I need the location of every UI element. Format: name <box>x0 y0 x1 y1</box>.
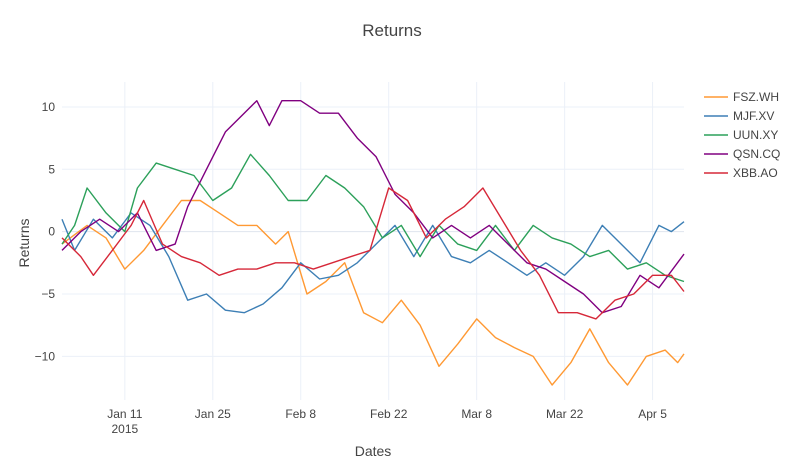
series-line-qsn-cq <box>61 100 685 314</box>
series-line-xbb-ao <box>61 187 685 320</box>
x-tick-label: Jan 25 <box>195 407 231 421</box>
legend-item[interactable]: FSZ.WH <box>704 90 779 104</box>
y-axis-tick-labels: 10 5 0 −5 −10 <box>35 100 56 363</box>
legend-label: QSN.CQ <box>733 147 780 161</box>
x-tick-label: Jan 11 <box>107 407 142 421</box>
legend[interactable]: FSZ.WH MJF.XV UUN.XY QSN.CQ XBB.AO <box>704 90 780 180</box>
x-tick-label: Mar 8 <box>461 407 492 421</box>
legend-item[interactable]: QSN.CQ <box>704 147 780 161</box>
x-axis-label: Dates <box>355 443 392 459</box>
legend-label: UUN.XY <box>733 128 778 142</box>
y-tick-label: 5 <box>48 162 55 176</box>
series-line-fsz-wh <box>61 199 685 386</box>
y-tick-label: 0 <box>48 225 55 239</box>
y-gridlines <box>62 106 684 357</box>
x-gridlines <box>124 82 654 400</box>
chart-title: Returns <box>362 21 422 40</box>
x-tick-label: Feb 8 <box>285 407 316 421</box>
y-tick-label: −5 <box>41 287 55 301</box>
legend-label: XBB.AO <box>733 166 778 180</box>
series-line-mjf-xv <box>61 212 685 314</box>
x-tick-label: Mar 22 <box>546 407 584 421</box>
legend-label: MJF.XV <box>733 109 774 123</box>
x-tick-label: Apr 5 <box>638 407 667 421</box>
y-tick-label: 10 <box>42 100 56 114</box>
x-tick-sublabel: 2015 <box>111 422 138 436</box>
legend-label: FSZ.WH <box>733 90 779 104</box>
legend-item[interactable]: MJF.XV <box>704 109 774 123</box>
x-tick-label: Feb 22 <box>370 407 408 421</box>
legend-item[interactable]: XBB.AO <box>704 166 778 180</box>
y-tick-label: −10 <box>35 349 56 363</box>
y-axis-label: Returns <box>16 218 32 267</box>
series-line-uun-xy <box>61 153 685 283</box>
series-lines <box>61 100 685 386</box>
legend-item[interactable]: UUN.XY <box>704 128 778 142</box>
